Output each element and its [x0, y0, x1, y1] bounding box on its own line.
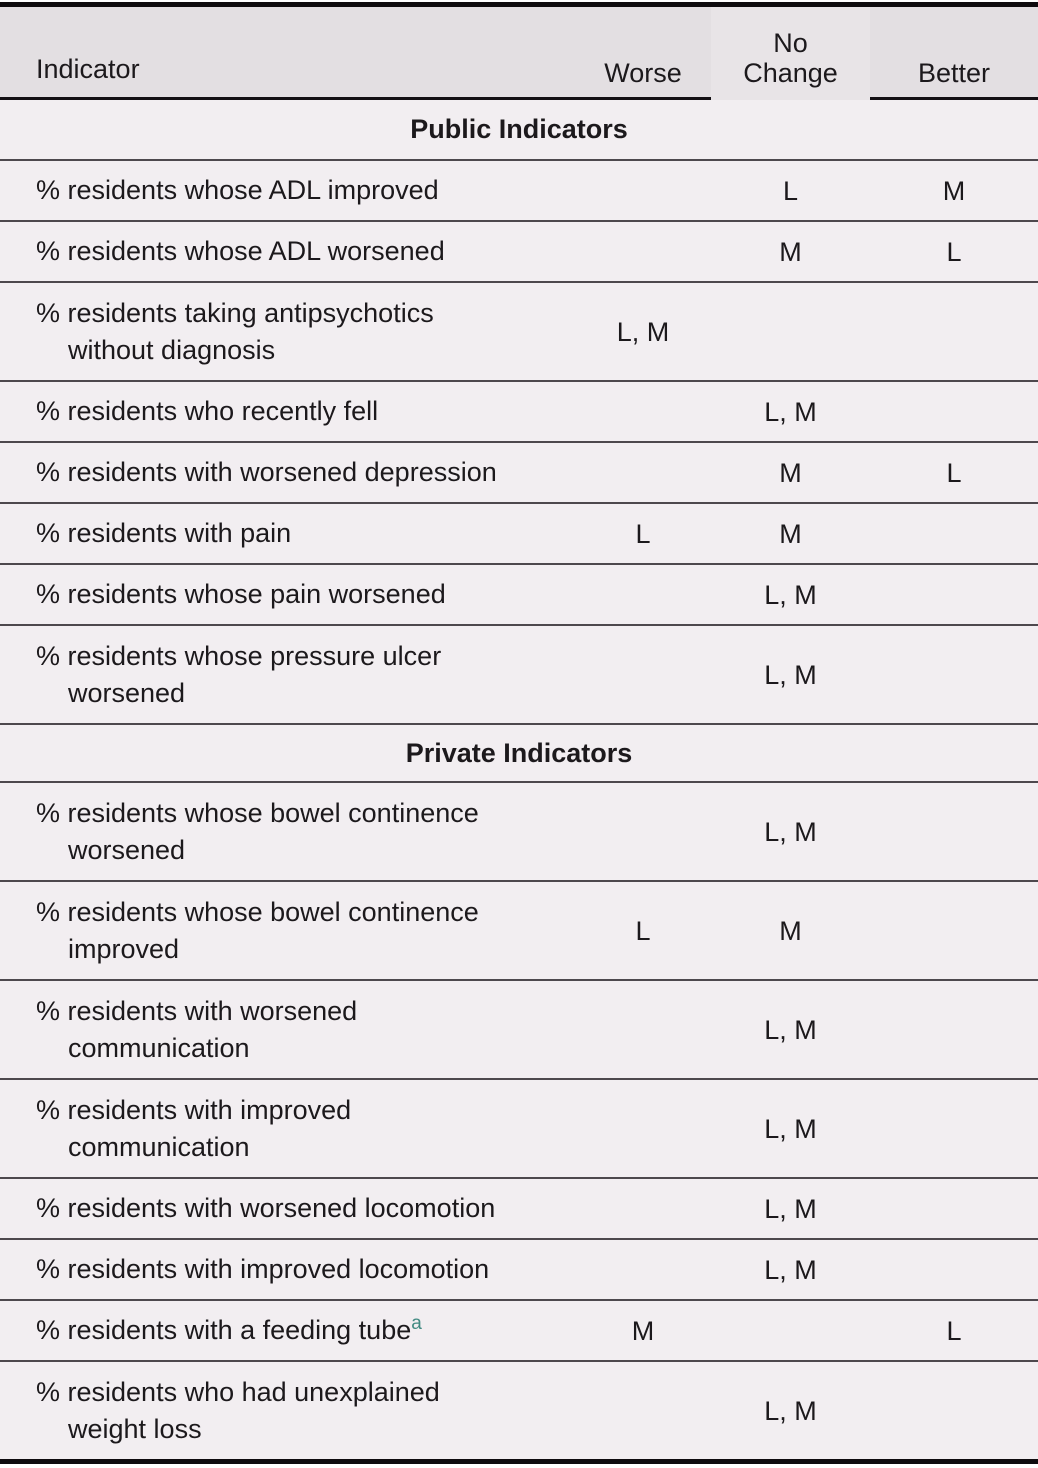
indicator-text-line2: worsened — [68, 677, 186, 708]
indicator-text-line2: without diagnosis — [68, 334, 276, 365]
column-header-no-change-line1: No — [773, 28, 808, 58]
indicator-text: % residents who recently fell — [36, 396, 379, 426]
no-change-cell: L, M — [764, 1014, 817, 1045]
indicator-cell: % residents whose ADL improved — [0, 172, 575, 209]
no-change-cell: L, M — [764, 1193, 817, 1224]
no-change-cell: L, M — [764, 396, 817, 427]
indicator-cell: % residents taking antipsychotics withou… — [0, 295, 575, 369]
column-header-no-change-line2: Change — [743, 58, 838, 88]
indicator-text-line1: % residents whose bowel continence — [36, 797, 479, 828]
table-row: % residents whose ADL worsened M L — [0, 220, 1038, 281]
table-row: % residents with worsened locomotion L, … — [0, 1177, 1038, 1238]
indicator-cell: % residents with pain — [0, 515, 575, 552]
column-header-indicator: Indicator — [36, 54, 140, 84]
better-cell: L — [946, 457, 962, 488]
better-cell: L — [946, 236, 962, 267]
no-change-cell: M — [779, 457, 802, 488]
indicator-text: % residents with pain — [36, 518, 292, 548]
table-row: % residents with pain L M — [0, 502, 1038, 563]
indicator-text-line2: weight loss — [68, 1413, 202, 1444]
table-row: % residents with worsened depression M L — [0, 441, 1038, 502]
indicator-cell: % residents who recently fell — [0, 393, 575, 430]
indicator-cell: % residents whose ADL worsened — [0, 233, 575, 270]
worse-cell: L — [635, 915, 651, 946]
table-row: % residents whose ADL improved L M — [0, 159, 1038, 220]
table-header-row: Indicator Worse No Change Better — [0, 7, 1038, 100]
indicator-cell: % residents with worsened depression — [0, 454, 575, 491]
table-row: % residents with improved communication … — [0, 1078, 1038, 1177]
no-change-cell: M — [779, 236, 802, 267]
indicator-cell: % residents whose pressure ulcer worsene… — [0, 638, 575, 712]
indicator-text-line1: % residents whose bowel continence — [36, 896, 479, 927]
section-header-private: Private Indicators — [0, 723, 1038, 781]
column-header-no-change: No Change — [711, 7, 870, 100]
indicator-text-line1: % residents with worsened — [36, 995, 358, 1026]
worse-cell: L, M — [616, 316, 670, 347]
table-row: % residents taking antipsychotics withou… — [0, 281, 1038, 380]
indicator-cell: % residents with improved locomotion — [0, 1251, 575, 1288]
indicator-cell: % residents with worsened locomotion — [0, 1190, 575, 1227]
no-change-cell: L, M — [764, 1395, 817, 1426]
indicator-text-line1: % residents who had unexplained — [36, 1376, 440, 1407]
indicator-cell: % residents whose pain worsened — [0, 576, 575, 613]
no-change-cell: M — [779, 915, 802, 946]
indicator-text: % residents whose ADL improved — [36, 175, 439, 205]
indicator-text: % residents whose pain worsened — [36, 579, 446, 609]
indicator-cell: % residents with worsened communication — [0, 993, 575, 1067]
no-change-cell: L, M — [764, 659, 817, 690]
worse-cell: M — [631, 1315, 655, 1346]
indicator-text: % residents whose ADL worsened — [36, 236, 445, 266]
indicator-text-line2: communication — [68, 1131, 250, 1162]
no-change-cell: L — [782, 175, 799, 206]
indicator-text: % residents with worsened depression — [36, 457, 497, 487]
no-change-cell: L, M — [764, 816, 817, 847]
indicator-cell: % residents who had unexplained weight l… — [0, 1374, 575, 1448]
indicator-cell: % residents whose bowel continence impro… — [0, 894, 575, 968]
indicator-cell: % residents with improved communication — [0, 1092, 575, 1166]
no-change-cell: L, M — [764, 579, 817, 610]
indicator-text: % residents with worsened locomotion — [36, 1193, 496, 1223]
indicator-cell: % residents whose bowel continence worse… — [0, 795, 575, 869]
no-change-cell: M — [779, 518, 802, 549]
footnote-marker-a: a — [411, 1313, 422, 1334]
indicator-text-line1: % residents with improved — [36, 1094, 352, 1125]
table-row: % residents with worsened communication … — [0, 979, 1038, 1078]
worse-cell: L — [635, 518, 651, 549]
indicator-cell: % residents with a feeding tubea — [0, 1312, 575, 1349]
no-change-cell: L, M — [764, 1254, 817, 1285]
table-row: % residents with a feeding tubea M L — [0, 1299, 1038, 1360]
indicator-text: % residents with improved locomotion — [36, 1254, 490, 1284]
better-cell: M — [942, 175, 966, 206]
column-header-better: Better — [917, 58, 991, 88]
indicator-text-line2: improved — [68, 933, 180, 964]
table-row: % residents whose pressure ulcer worsene… — [0, 624, 1038, 723]
table-row: % residents who had unexplained weight l… — [0, 1360, 1038, 1459]
table-row: % residents who recently fell L, M — [0, 380, 1038, 441]
indicator-text-line1: % residents taking antipsychotics — [36, 297, 434, 328]
table-row: % residents with improved locomotion L, … — [0, 1238, 1038, 1299]
table-row: % residents whose pain worsened L, M — [0, 563, 1038, 624]
better-cell: L — [946, 1315, 962, 1346]
no-change-cell: L, M — [764, 1113, 817, 1144]
indicator-text: % residents with a feeding tubea — [36, 1312, 565, 1349]
indicator-text-main: % residents with a feeding tube — [36, 1315, 412, 1345]
column-header-worse: Worse — [604, 58, 682, 88]
table-row: % residents whose bowel continence impro… — [0, 880, 1038, 979]
indicator-text-line2: worsened — [68, 834, 186, 865]
section-header-public: Public Indicators — [410, 114, 628, 144]
table-row: % residents whose bowel continence worse… — [0, 781, 1038, 880]
indicator-text-line2: communication — [68, 1032, 250, 1063]
indicator-text-line1: % residents whose pressure ulcer — [36, 640, 442, 671]
